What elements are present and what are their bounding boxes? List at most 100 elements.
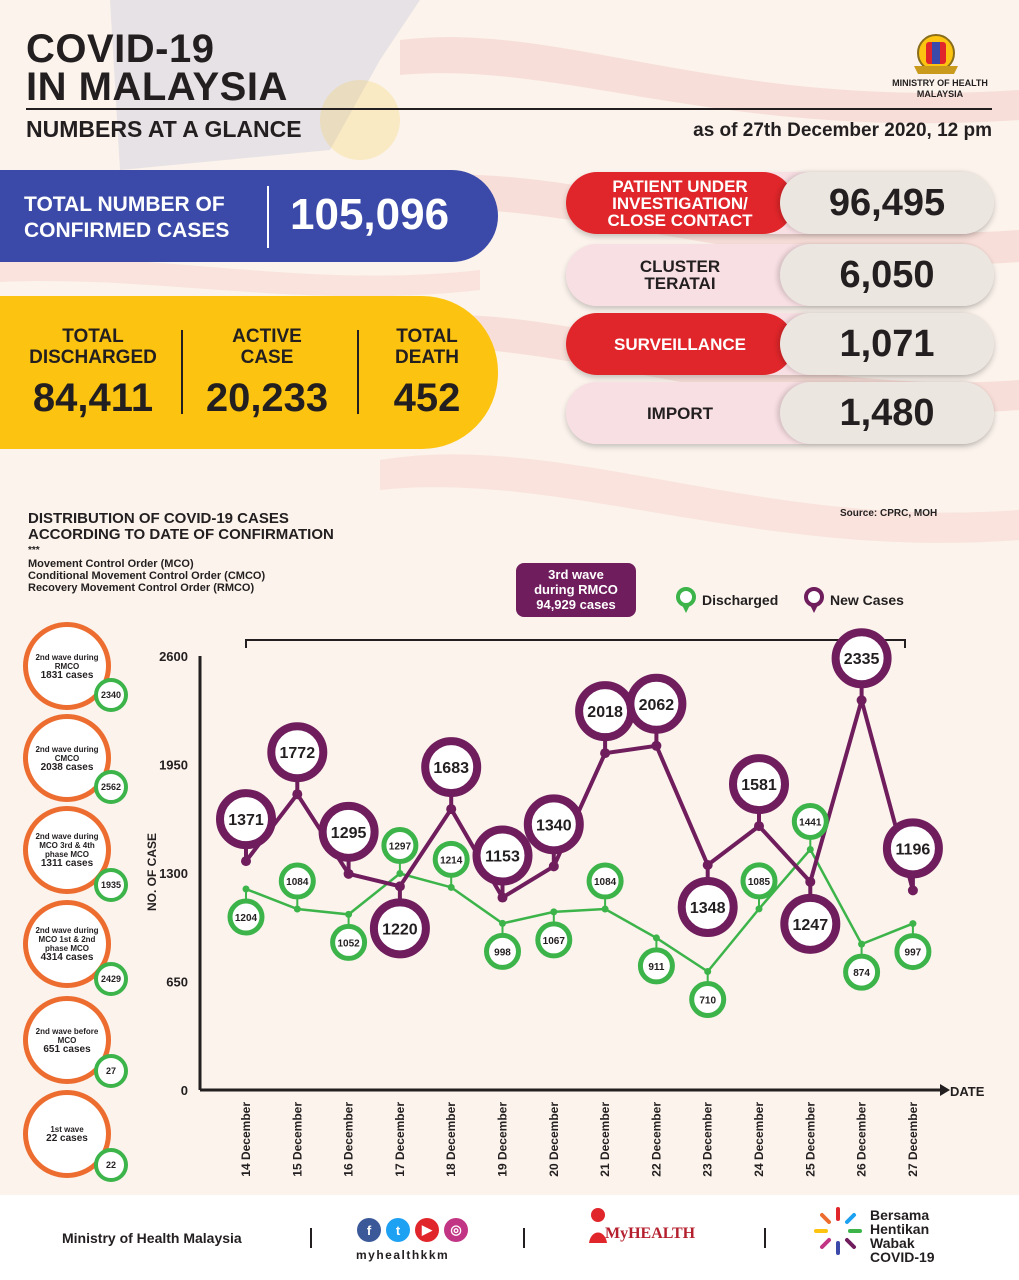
- ministry-crest-icon: [914, 34, 958, 74]
- new-cases-bubble: [267, 722, 328, 783]
- legend-new-cases: New Cases: [830, 592, 904, 608]
- new-cases-value-label: 1340: [536, 817, 572, 834]
- new-cases-bubble: [677, 876, 738, 937]
- discharged-bubble: [227, 898, 265, 936]
- discharged-label-line1: TOTAL: [62, 326, 124, 347]
- new-cases-bubble: [626, 673, 687, 734]
- wave-text: 1st wave: [50, 1125, 84, 1134]
- active-stat: ACTIVE CASE 20,233: [192, 326, 342, 421]
- x-tick-label: 27 December: [906, 1102, 920, 1177]
- death-value: 452: [393, 376, 461, 420]
- death-label-line2: DEATH: [394, 347, 460, 368]
- category-row: PATIENT UNDER INVESTIGATION/ CLOSE CONTA…: [566, 172, 994, 234]
- wave-discharged: 2562: [94, 770, 128, 804]
- bersama-line1: Bersama: [870, 1207, 930, 1223]
- bersama-sun-icon: [814, 1207, 862, 1255]
- footer-ministry: Ministry of Health Malaysia: [62, 1230, 242, 1246]
- new-cases-value-label: 1295: [331, 825, 367, 842]
- legend-discharged: Discharged: [702, 592, 779, 608]
- confirmed-label-line1: TOTAL NUMBER OF: [24, 193, 225, 216]
- source-note: Source: CPRC, MOH: [840, 508, 938, 519]
- header-rule: [26, 108, 992, 110]
- x-tick-label: 20 December: [547, 1102, 561, 1177]
- wave-cases: 1831 cases: [40, 669, 94, 681]
- death-label-line1: TOTAL: [396, 326, 458, 347]
- new-cases-bubble: [882, 818, 943, 879]
- discharged-value-label: 1052: [337, 938, 360, 949]
- discharged-value-label: 1067: [543, 936, 566, 947]
- new-cases-bubble: [421, 737, 482, 798]
- discharged-value-label: 997: [905, 948, 922, 959]
- youtube-icon[interactable]: ▶: [415, 1218, 439, 1242]
- y-tick-label: 1300: [159, 866, 188, 881]
- new-cases-value-label: 1371: [228, 812, 264, 829]
- x-tick-label: 25 December: [803, 1102, 817, 1177]
- y-tick-label: 650: [166, 975, 188, 990]
- discharged-bubble: [637, 947, 675, 985]
- discharged-bubble: [894, 933, 932, 971]
- new-cases-bubble: [216, 789, 276, 850]
- discharged-bubble: [586, 862, 624, 900]
- twitter-icon[interactable]: t: [386, 1218, 410, 1242]
- rmco-text: Recovery Movement Control Order (RMCO): [28, 582, 255, 594]
- x-axis-arrow: [940, 1084, 950, 1096]
- category-row: SURVEILLANCE 1,071: [566, 313, 994, 375]
- discharged-bubble: [381, 827, 419, 865]
- discharged-value-label: 1084: [594, 877, 617, 888]
- active-label-line1: ACTIVE: [232, 326, 302, 347]
- x-tick-label: 23 December: [701, 1102, 715, 1177]
- discharged-value: 84,411: [32, 376, 154, 420]
- y-tick-label: 0: [181, 1083, 188, 1098]
- discharged-stat: TOTAL DISCHARGED 84,411: [18, 326, 168, 421]
- discharged-bubble: [740, 862, 778, 900]
- wave-discharged: 22: [94, 1148, 128, 1182]
- ministry-label: MINISTRY OF HEALTH MALAYSIA: [880, 78, 1000, 100]
- x-tick-label: 17 December: [393, 1102, 407, 1177]
- new-cases-value-label: 2062: [639, 697, 675, 714]
- facebook-icon[interactable]: f: [357, 1218, 381, 1242]
- footer: [0, 1195, 1019, 1280]
- mco-text: Movement Control Order (MCO): [28, 558, 194, 570]
- wave-text: 2nd wave during CMCO: [35, 744, 99, 763]
- divider: [764, 1228, 766, 1248]
- new-cases-bubble: [472, 825, 533, 886]
- social-handle: myhealthkkm: [356, 1248, 450, 1262]
- x-tick-label: 15 December: [290, 1102, 304, 1177]
- death-stat: TOTAL DEATH 452: [372, 326, 482, 421]
- discharged-value-label: 1085: [748, 877, 771, 888]
- page-title: COVID-19 IN MALAYSIA: [26, 29, 288, 107]
- ministry-line2: MALAYSIA: [916, 89, 964, 99]
- confirmed-cases-panel: TOTAL NUMBER OF CONFIRMED CASES 105,096: [0, 170, 498, 262]
- discharged-bubble: [843, 953, 881, 991]
- wave-line2: during RMCO: [534, 582, 618, 597]
- x-tick-label: 14 December: [239, 1102, 253, 1177]
- wave-line1: 3rd wave: [548, 567, 604, 582]
- bersama-logo-text: Bersama Hentikan Wabak COVID-19: [870, 1208, 935, 1264]
- chart-title-line1: DISTRIBUTION OF COVID-19 CASES: [28, 510, 289, 527]
- instagram-icon[interactable]: ◎: [444, 1218, 468, 1242]
- y-tick-label: 1950: [159, 758, 188, 773]
- category-row: CLUSTER TERATAI 6,050: [566, 244, 994, 306]
- wave-discharged: 27: [94, 1054, 128, 1088]
- divider: [357, 330, 359, 414]
- category-label: PATIENT UNDER INVESTIGATION/ CLOSE CONTA…: [566, 172, 794, 234]
- myhealth-logo-text: MyHEALTH: [605, 1225, 696, 1242]
- wave-cases: 651 cases: [43, 1043, 91, 1055]
- third-wave-badge: 3rd wave during RMCO 94,929 cases: [516, 563, 636, 617]
- discharged-value-label: 998: [494, 947, 511, 958]
- new-cases-line: [244, 692, 915, 901]
- x-axis-label: DATE: [950, 1084, 985, 1099]
- divider: [310, 1228, 312, 1248]
- new-cases-value-label: 1220: [382, 921, 418, 938]
- x-tick-label: 22 December: [649, 1102, 663, 1177]
- new-cases-value-label: 1581: [741, 777, 777, 794]
- active-label-line2: CASE: [240, 347, 294, 368]
- discharged-value-label: 1084: [286, 877, 309, 888]
- confirmed-label-line2: CONFIRMED CASES: [24, 219, 230, 242]
- chart-title: DISTRIBUTION OF COVID-19 CASES ACCORDING…: [28, 511, 334, 543]
- new-cases-pin-icon: [804, 587, 824, 613]
- divider: [523, 1228, 525, 1248]
- discharged-value-label: 710: [699, 995, 716, 1006]
- category-value: 6,050: [780, 244, 994, 306]
- category-value: 96,495: [780, 172, 994, 234]
